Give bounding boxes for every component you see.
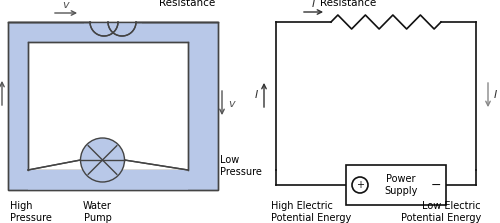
Text: Resistance: Resistance [159,0,216,8]
Circle shape [80,138,124,182]
Text: High
Pressure: High Pressure [10,201,52,223]
Bar [28,42,188,170]
Text: Power
Supply: Power Supply [384,174,418,196]
Text: v: v [228,99,234,109]
Bar [8,22,218,190]
Circle shape [352,177,368,193]
Text: I: I [255,90,258,100]
Bar [28,170,188,190]
Text: Low
Pressure: Low Pressure [220,155,262,177]
Bar [90,22,136,37]
Text: Low Electric
Potential Energy: Low Electric Potential Energy [401,201,481,223]
Text: Resistance: Resistance [320,0,376,8]
Bar [346,165,446,205]
Text: I: I [312,0,314,9]
Text: High Electric
Potential Energy: High Electric Potential Energy [271,201,351,223]
Text: +: + [356,180,364,190]
Bar [8,22,218,190]
Text: v: v [62,0,70,10]
Text: −: − [431,179,442,192]
Text: I: I [494,90,497,100]
Text: Water
Pump: Water Pump [83,201,112,223]
Bar [84,22,142,38]
